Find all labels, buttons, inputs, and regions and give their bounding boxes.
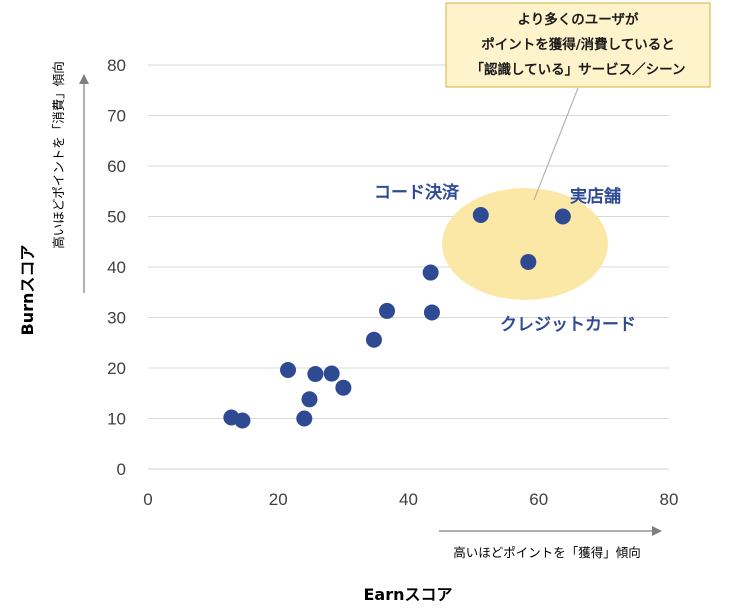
data-point xyxy=(280,362,297,379)
data-point xyxy=(520,253,537,270)
y-axis-title: Burnスコア xyxy=(18,245,37,336)
callout-line-1: より多くのユーザが xyxy=(518,11,639,28)
y-tick-label: 10 xyxy=(107,410,126,429)
y-axis-note: 高いほどポイントを「消費」傾向 xyxy=(51,61,66,249)
y-tick-label: 20 xyxy=(107,359,126,378)
y-tick-label: 30 xyxy=(107,309,126,328)
callout-line-2: ポイントを獲得/消費していると xyxy=(481,36,675,53)
y-tick-label: 50 xyxy=(107,208,126,227)
axes: 0 10 20 30 40 50 60 70 80 0 20 40 60 80 xyxy=(107,56,678,509)
x-tick-label: 40 xyxy=(399,490,418,509)
y-tick-label: 40 xyxy=(107,258,126,277)
x-axis-title: Earnスコア xyxy=(363,585,452,604)
data-point xyxy=(335,379,352,396)
label-credit-card: クレジットカード xyxy=(500,315,636,335)
x-tick-label: 80 xyxy=(660,490,679,509)
label-physical-store: 実店舗 xyxy=(570,186,621,207)
y-tick-label: 80 xyxy=(107,56,126,75)
data-point xyxy=(554,208,571,225)
grid-lines xyxy=(148,64,669,419)
y-tick-label: 70 xyxy=(107,107,126,126)
y-tick-label: 60 xyxy=(107,157,126,176)
x-axis-note: 高いほどポイントを「獲得」傾向 xyxy=(453,545,641,560)
x-tick-label: 60 xyxy=(529,490,548,509)
data-point xyxy=(423,304,440,321)
data-point xyxy=(422,264,439,281)
data-point xyxy=(301,391,318,408)
x-tick-label: 0 xyxy=(143,490,152,509)
x-tick-label: 20 xyxy=(269,490,288,509)
callout-box xyxy=(445,2,711,88)
data-point xyxy=(296,410,313,427)
data-points xyxy=(223,206,571,429)
data-point xyxy=(234,412,251,429)
data-point xyxy=(472,206,489,223)
y-tick-label: 0 xyxy=(117,460,126,479)
callout-leader-line xyxy=(533,87,579,201)
label-code-payment: コード決済 xyxy=(374,182,460,203)
x-axis-arrowhead xyxy=(652,526,662,536)
data-point xyxy=(365,331,382,348)
data-point xyxy=(379,302,396,319)
callout-line-3: 「認識している」サービス／シーン xyxy=(471,61,686,78)
y-axis-arrowhead xyxy=(79,74,89,84)
data-point xyxy=(323,365,340,382)
data-point xyxy=(307,366,324,383)
